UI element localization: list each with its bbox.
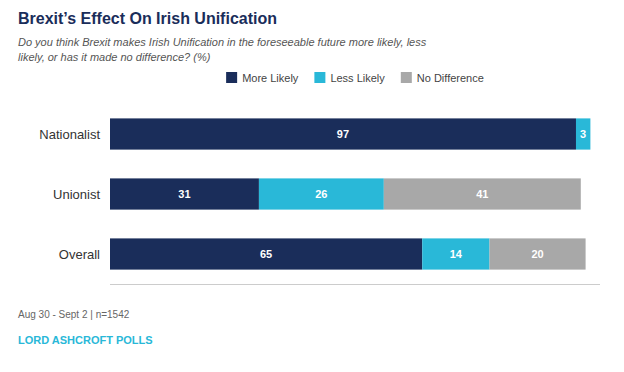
title: Brexit’s Effect On Irish Unification xyxy=(18,10,277,27)
category-label: Nationalist xyxy=(39,127,100,142)
y-axis: Nationalist Unionist Overall xyxy=(39,127,100,262)
data-label: 26 xyxy=(315,188,327,200)
data-label: 41 xyxy=(476,188,488,200)
bar-segment xyxy=(490,238,586,269)
footnote: Aug 30 - Sept 2 | n=1542 xyxy=(18,309,130,320)
legend-label: More Likely xyxy=(242,72,299,84)
subtitle-line: likely, or has it made no difference? (%… xyxy=(18,51,211,63)
source: LORD ASHCROFT POLLS xyxy=(18,334,153,346)
bar-segment xyxy=(422,238,489,269)
subtitle-line: Do you think Brexit makes Irish Unificat… xyxy=(18,36,427,48)
background xyxy=(0,0,624,372)
data-label: 3 xyxy=(580,128,586,140)
data-labels: 97 31 65 3 26 14 41 20 xyxy=(178,128,586,260)
data-label: 14 xyxy=(450,248,463,260)
bar-segment xyxy=(110,178,259,209)
legend: More Likely Less Likely No Difference xyxy=(226,72,484,84)
legend-item: More Likely xyxy=(226,72,299,84)
bars xyxy=(110,118,590,269)
bar-segment xyxy=(110,238,422,269)
bar-segment xyxy=(384,178,581,209)
legend-label: Less Likely xyxy=(330,72,385,84)
x-axis-line xyxy=(110,284,600,285)
bar-segment xyxy=(259,178,384,209)
category-label: Unionist xyxy=(53,187,100,202)
legend-item: No Difference xyxy=(401,72,484,84)
legend-swatch xyxy=(401,72,412,83)
bar-segment xyxy=(576,118,590,149)
legend-swatch xyxy=(226,72,237,83)
legend-item: Less Likely xyxy=(314,72,385,84)
legend-label: No Difference xyxy=(417,72,484,84)
subtitle: Do you think Brexit makes Irish Unificat… xyxy=(18,36,427,63)
data-label: 31 xyxy=(178,188,190,200)
data-label: 65 xyxy=(260,248,272,260)
data-label: 20 xyxy=(531,248,543,260)
bar-segment xyxy=(110,118,576,149)
data-label: 97 xyxy=(337,128,349,140)
category-label: Overall xyxy=(59,247,100,262)
legend-swatch xyxy=(314,72,325,83)
chart-svg: Brexit’s Effect On Irish Unification Do y… xyxy=(0,0,624,372)
